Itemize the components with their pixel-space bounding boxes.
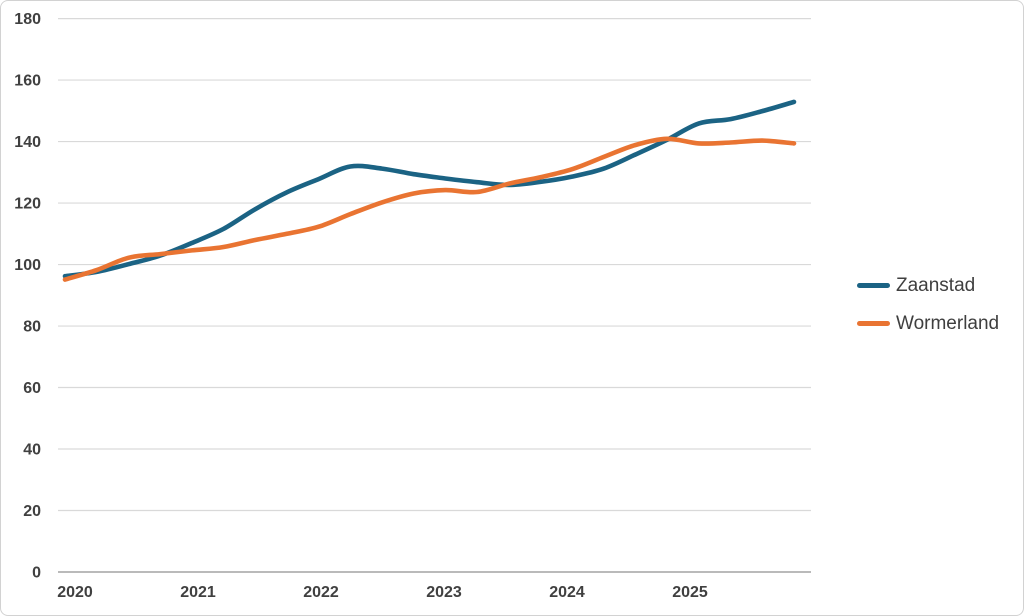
y-tick-label: 120 — [14, 196, 41, 213]
x-tick-label: 2023 — [426, 584, 462, 601]
x-tick-label: 2020 — [57, 584, 93, 601]
y-tick-label: 40 — [23, 442, 41, 459]
chart-legend: Zaanstad Wormerland — [857, 273, 999, 336]
series-line-wormerland — [62, 136, 797, 282]
x-tick-label: 2022 — [303, 584, 339, 601]
legend-item-zaanstad: Zaanstad — [857, 273, 999, 298]
y-tick-label: 20 — [23, 503, 41, 520]
y-tick-label: 0 — [32, 565, 41, 582]
legend-label-wormerland: Wormerland — [896, 312, 1000, 334]
y-tick-label: 180 — [14, 11, 41, 28]
zaanstad-line-marker-icon — [857, 283, 890, 288]
x-tick-label: 2024 — [549, 584, 585, 601]
y-tick-label: 80 — [23, 319, 41, 336]
y-tick-label: 140 — [14, 134, 41, 151]
legend-item-wormerland: Wormerland — [857, 311, 999, 336]
legend-label-zaanstad: Zaanstad — [896, 274, 976, 296]
wormerland-line-marker-icon — [857, 321, 890, 326]
x-tick-label: 2025 — [672, 584, 708, 601]
y-tick-label: 100 — [14, 257, 41, 274]
x-tick-label: 2021 — [180, 584, 216, 601]
y-tick-label: 160 — [14, 73, 41, 90]
y-tick-label: 60 — [23, 380, 41, 397]
